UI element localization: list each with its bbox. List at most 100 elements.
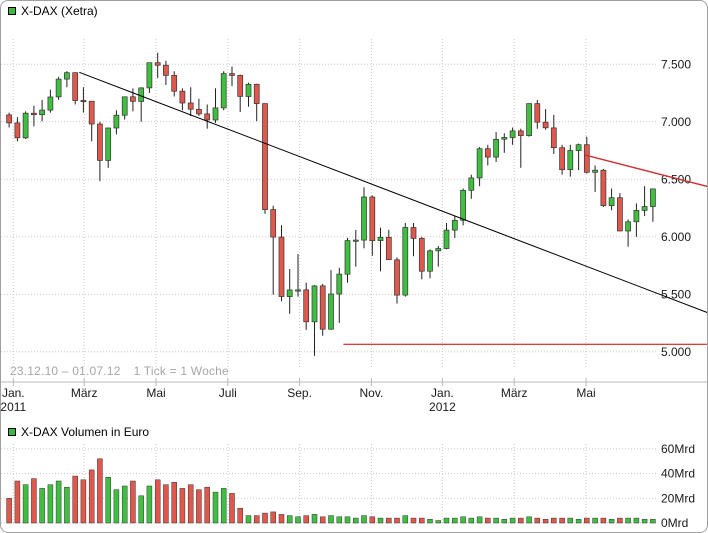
volume-bar [245,515,252,524]
price-y-tick-label: 7.500 [661,57,691,71]
volume-bar [633,517,640,524]
price-y-tick-label: 7.000 [661,115,691,129]
volume-bar [493,517,499,524]
candle-body [484,148,491,158]
volume-bar [567,517,574,524]
candle-body [575,144,582,151]
month-label: Juli [219,386,237,400]
month-label: Nov. [360,386,384,400]
volume-bar [31,478,37,524]
volume-bar [625,517,631,524]
candle-body [220,73,227,109]
candle-body [22,112,29,139]
candle-body [39,109,45,116]
candle-body [542,121,549,129]
volume-bar [303,515,309,524]
volume-bar [452,517,458,524]
volume-legend-swatch-icon [8,428,16,436]
volume-bar [542,519,549,524]
candle-body [443,229,450,249]
candle-body [633,210,640,223]
candle-body [328,293,334,330]
price-y-tick-label: 5.500 [661,287,691,301]
candle-body [262,103,268,210]
volume-bar [39,488,45,524]
volume-bar [394,517,400,524]
volume-bar [559,517,565,524]
volume-bar [154,479,161,524]
candle-body [88,100,95,125]
volume-bar [286,515,293,524]
volume-bar [427,519,433,524]
candle-body [303,289,310,323]
candle-body [567,150,574,170]
candle-body [154,62,161,66]
candle-body [278,236,285,297]
candle-body [385,236,392,261]
candle-body [253,83,260,104]
volume-bar [402,515,409,524]
volume-bar [64,486,70,524]
trendline-downtrend-major [79,71,707,313]
candle-body [245,83,252,97]
candle-body [526,103,532,136]
volume-bar [14,480,21,524]
candle-body [517,130,524,136]
candle-body [468,177,475,191]
volume-bar [130,480,136,524]
volume-legend-label: X-DAX Volumen in Euro [21,425,150,439]
volume-bar [55,480,62,524]
candle-body [352,239,359,242]
candle-body [229,73,235,76]
candle-body [31,112,37,116]
volume-bar [460,516,466,524]
volume-bar [229,493,235,524]
volume-bar [650,519,656,524]
candle-body [418,238,425,272]
candle-body [237,75,244,97]
candle-body [64,72,70,80]
volume-bar [212,491,219,524]
volume-bar [641,519,648,524]
volume-bar [295,516,301,524]
candle-body [121,96,128,116]
candle-body [650,188,656,207]
volume-bar [253,515,260,524]
volume-bar [72,475,78,524]
volume-bar [6,498,12,524]
volume-bar [328,515,334,524]
volume-y-tick-label: 0Mrd [661,516,688,530]
candle-body [402,227,409,296]
volume-bar [592,517,598,524]
candle-body [460,189,466,221]
volume-bar [353,517,359,524]
candle-body [6,114,12,124]
volume-legend: X-DAX Volumen in Euro [8,425,149,439]
date-range-text: 23.12.10 – 01.07.12 [10,364,121,378]
candle-body [534,103,541,123]
volume-bar [220,488,227,524]
price-legend-swatch-icon [8,7,16,15]
volume-bar [171,482,177,524]
volume-bar [526,516,532,524]
volume-bar [361,515,367,524]
volume-bar [369,516,376,524]
volume-bar [97,458,103,524]
volume-bar [311,514,318,524]
volume-bar [501,519,508,524]
candle-body [212,107,219,121]
candle-body [286,289,293,297]
candle-body [196,108,202,115]
year-label: 2011 [1,400,27,414]
volume-bar [410,517,417,524]
candle-body [311,285,318,323]
volume-bar [443,517,450,524]
volume-bar [80,479,87,524]
candle-body [377,236,384,241]
candle-body [105,127,112,161]
volume-bar [575,519,582,524]
candle-body [344,240,351,275]
volume-bar [386,517,392,524]
candle-body [583,144,590,173]
